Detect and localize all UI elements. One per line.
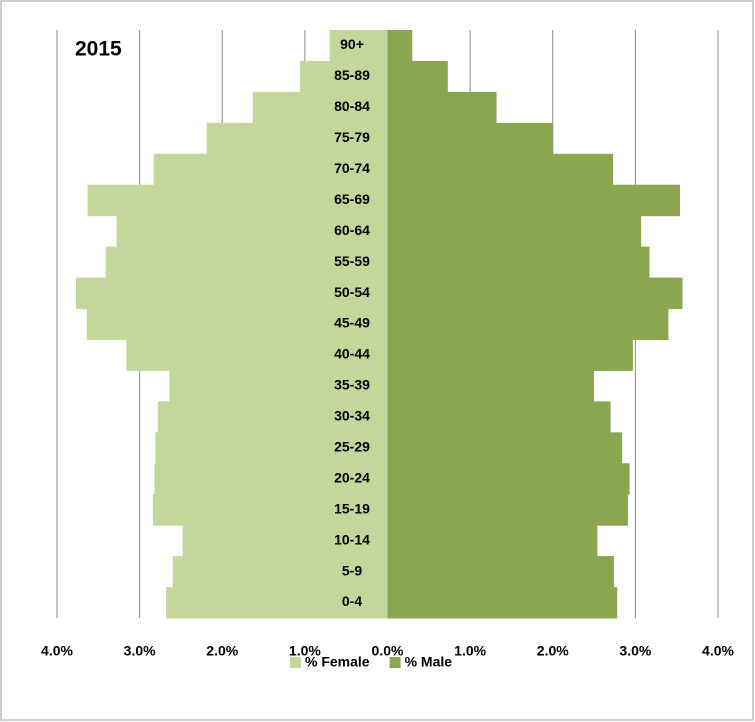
category-label: 10-14 xyxy=(334,531,370,547)
category-label: 85-89 xyxy=(334,67,370,83)
bar xyxy=(387,91,497,124)
x-tick-label: 3.0% xyxy=(619,643,651,659)
legend-swatch xyxy=(290,657,301,668)
bar xyxy=(387,308,669,340)
category-label: 50-54 xyxy=(334,284,370,300)
bar xyxy=(387,525,598,557)
bar xyxy=(169,370,388,402)
category-label: 40-44 xyxy=(334,346,370,362)
category-label: 30-34 xyxy=(334,408,370,424)
bar xyxy=(152,494,388,526)
category-label: 80-84 xyxy=(334,98,370,114)
bar xyxy=(387,184,680,217)
x-tick-label: 1.0% xyxy=(454,643,486,659)
bar xyxy=(87,184,388,217)
bar xyxy=(387,122,553,155)
category-label: 75-79 xyxy=(334,129,370,145)
bar xyxy=(387,370,595,402)
bar xyxy=(387,432,623,464)
bar xyxy=(387,60,448,93)
legend-swatch xyxy=(389,657,401,668)
bar xyxy=(299,60,388,93)
bar xyxy=(126,339,388,371)
bar xyxy=(329,30,388,62)
bar xyxy=(387,587,618,619)
category-label: 35-39 xyxy=(334,377,370,393)
bar xyxy=(387,246,650,279)
bar xyxy=(387,494,628,526)
category-label: 15-19 xyxy=(334,500,370,516)
category-label: 70-74 xyxy=(334,160,370,176)
bar xyxy=(387,556,614,588)
bar xyxy=(387,153,614,186)
bar xyxy=(153,153,388,186)
bar xyxy=(105,246,388,279)
x-tick-label: 2.0% xyxy=(537,643,569,659)
x-tick-label: 4.0% xyxy=(41,643,73,659)
x-tick-label: 4.0% xyxy=(702,643,734,659)
category-label: 60-64 xyxy=(334,222,370,238)
x-tick-label: 2.0% xyxy=(206,643,238,659)
bar xyxy=(116,215,388,248)
category-label: 55-59 xyxy=(334,253,370,269)
bar xyxy=(157,401,388,433)
bar xyxy=(172,556,388,588)
category-label: 65-69 xyxy=(334,191,370,207)
bar xyxy=(387,339,633,371)
bar xyxy=(387,401,611,433)
bar xyxy=(387,30,413,62)
category-label: 45-49 xyxy=(334,315,370,331)
bar xyxy=(182,525,388,557)
bar xyxy=(155,432,388,464)
bar xyxy=(76,277,388,310)
category-label: 25-29 xyxy=(334,438,370,454)
bar xyxy=(387,463,630,495)
legend-label: % Female xyxy=(305,654,370,670)
bar xyxy=(387,215,642,248)
bar xyxy=(252,91,388,124)
bar xyxy=(206,122,388,155)
x-tick-label: 3.0% xyxy=(124,643,156,659)
category-label: 90+ xyxy=(340,36,364,52)
bar xyxy=(86,308,388,340)
bar xyxy=(387,277,683,310)
legend-label: % Male xyxy=(405,654,453,670)
chart-title: 2015 xyxy=(75,38,122,61)
category-label: 5-9 xyxy=(342,562,362,578)
x-tick-label: 1.0% xyxy=(289,643,321,659)
bar xyxy=(154,463,388,495)
category-label: 20-24 xyxy=(334,469,370,485)
x-tick-label: 0.0% xyxy=(372,643,404,659)
bar xyxy=(166,587,388,619)
category-label: 0-4 xyxy=(342,593,362,609)
